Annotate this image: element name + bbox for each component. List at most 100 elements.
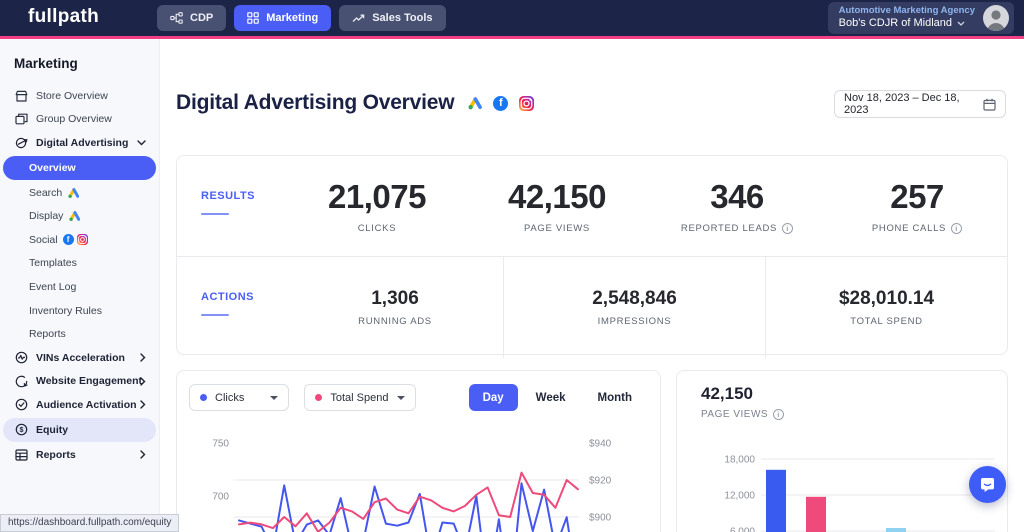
dealer-name: Bob's CDJR of Midland xyxy=(838,17,952,30)
sidebar-item-reports[interactable]: Reports xyxy=(0,443,159,467)
chevron-right-icon xyxy=(140,377,146,386)
fullpath-logo[interactable]: fullpath xyxy=(28,6,99,27)
sidebar-item-group-overview[interactable]: Group Overview xyxy=(0,108,159,132)
metric-reported-leads: 346 REPORTED LEADS xyxy=(647,156,827,256)
metric-phone-calls: 257 PHONE CALLS xyxy=(827,156,1007,256)
sidebar-item-search[interactable]: Search xyxy=(0,181,159,205)
chevron-right-icon xyxy=(140,400,146,410)
chevron-down-icon xyxy=(137,140,146,146)
agency-name: Automotive Marketing Agency xyxy=(838,5,975,17)
nav-cdp-button[interactable]: CDP xyxy=(157,5,227,31)
sidebar-item-store-overview[interactable]: Store Overview xyxy=(0,84,159,108)
sidebar-item-templates[interactable]: Templates xyxy=(29,257,77,270)
actions-row: ACTIONS 1,306 RUNNING ADS 2,548,846 IMPR… xyxy=(177,257,1007,358)
metric-page-views: 42,150 PAGE VIEWS xyxy=(508,178,606,234)
chat-launcher-button[interactable] xyxy=(969,466,1006,503)
chat-bubble-icon xyxy=(979,477,996,493)
clicks-spend-chart-card: Clicks Total Spend Day Week Month 750 700… xyxy=(176,370,661,532)
date-range-picker[interactable]: Nov 18, 2023 – Dec 18, 2023 xyxy=(834,90,1006,118)
chevron-down-icon xyxy=(957,21,965,27)
topbar: fullpath CDP xyxy=(0,0,1024,36)
svg-text:750: 750 xyxy=(212,439,229,450)
google-ads-icon xyxy=(67,187,80,199)
account-switcher[interactable]: Automotive Marketing Agency Bob's CDJR o… xyxy=(827,2,1014,34)
sidebar-item-audience-activation[interactable]: Audience Activation xyxy=(0,393,159,417)
granularity-day-button[interactable]: Day xyxy=(468,384,518,411)
page-header: Digital Advertising Overview xyxy=(176,91,535,115)
status-url-tooltip: https://dashboard.fullpath.com/equity xyxy=(0,514,180,532)
results-tab[interactable]: RESULTS xyxy=(177,156,287,256)
calendar-icon xyxy=(983,98,996,111)
svg-text:$900: $900 xyxy=(589,513,612,524)
avatar[interactable] xyxy=(983,5,1009,31)
page-views-bar-chart: 18,000 12,000 6,000 xyxy=(724,455,995,532)
sidebar-item-inventory-rules[interactable]: Inventory Rules xyxy=(29,304,102,317)
kpi-summary-card: RESULTS 21,075 CLICKS 42,150 PAGE VIEWS … xyxy=(176,155,1008,358)
google-ads-icon xyxy=(467,96,483,110)
clicks-series-dot xyxy=(200,394,207,401)
store-icon xyxy=(14,90,28,102)
info-icon[interactable] xyxy=(951,223,963,234)
vins-acceleration-icon xyxy=(14,351,28,364)
sidebar-item-display[interactable]: Display xyxy=(0,204,159,228)
sidebar-item-vins-acceleration[interactable]: VINs Acceleration xyxy=(0,346,159,370)
metric-impressions: 2,548,846 IMPRESSIONS xyxy=(503,257,765,358)
series1-select[interactable]: Clicks xyxy=(189,384,290,411)
svg-text:6,000: 6,000 xyxy=(730,527,755,532)
facebook-icon xyxy=(62,234,74,246)
series2-select[interactable]: Total Spend xyxy=(304,384,417,411)
cdp-network-icon xyxy=(170,12,183,24)
actions-tab[interactable]: ACTIONS xyxy=(177,257,287,358)
chevron-right-icon xyxy=(140,353,146,362)
granularity-week-button[interactable]: Week xyxy=(535,391,566,404)
svg-text:18,000: 18,000 xyxy=(724,455,755,466)
page-views-total: 42,150 xyxy=(701,384,753,403)
instagram-icon xyxy=(76,234,88,246)
svg-text:$920: $920 xyxy=(589,476,612,487)
website-engagement-icon xyxy=(14,375,28,388)
granularity-month-button[interactable]: Month xyxy=(597,391,632,404)
svg-text:$: $ xyxy=(19,425,23,434)
reports-table-icon xyxy=(14,448,28,461)
sidebar-item-equity[interactable]: $ Equity xyxy=(3,417,156,442)
google-ads-icon xyxy=(68,210,81,222)
metric-clicks: 21,075 CLICKS xyxy=(328,178,426,234)
results-row: RESULTS 21,075 CLICKS 42,150 PAGE VIEWS … xyxy=(177,156,1007,257)
sidebar-item-event-log[interactable]: Event Log xyxy=(29,280,77,293)
info-icon[interactable] xyxy=(773,409,785,420)
chevron-right-icon xyxy=(140,450,146,459)
sidebar-item-reports-sub[interactable]: Reports xyxy=(29,328,66,341)
spend-series-dot xyxy=(315,394,323,401)
metric-running-ads: 1,306 RUNNING ADS xyxy=(358,288,432,327)
metric-total-spend: $28,010.14 TOTAL SPEND xyxy=(765,257,1007,358)
svg-text:700: 700 xyxy=(212,492,229,503)
nav-marketing-button[interactable]: Marketing xyxy=(234,5,332,31)
group-icon xyxy=(14,113,28,125)
page-title: Digital Advertising Overview xyxy=(176,91,455,114)
nav-sales-tools-button[interactable]: Sales Tools xyxy=(339,5,446,31)
marketing-grid-icon xyxy=(247,12,260,24)
date-range-value: Nov 18, 2023 – Dec 18, 2023 xyxy=(844,92,960,116)
brand-accent-strip xyxy=(0,36,1024,39)
svg-text:$940: $940 xyxy=(589,439,612,450)
sidebar-item-social[interactable]: Social xyxy=(0,228,159,252)
svg-text:12,000: 12,000 xyxy=(724,491,755,502)
trend-arrow-icon xyxy=(352,13,365,24)
sidebar-item-digital-advertising[interactable]: Digital Advertising xyxy=(0,131,159,155)
sidebar: Marketing Store Overview Group Overview xyxy=(0,39,160,532)
digital-advertising-icon xyxy=(14,137,28,149)
caret-down-icon xyxy=(397,395,406,400)
info-icon[interactable] xyxy=(782,223,794,234)
caret-down-icon xyxy=(270,395,279,400)
clicks-spend-line-chart: 750 700 $940 $920 $900 xyxy=(212,439,612,532)
sidebar-item-overview[interactable]: Overview xyxy=(3,155,156,180)
product-switcher: CDP Marketing xyxy=(157,5,446,31)
instagram-icon xyxy=(519,95,535,111)
sidebar-title: Marketing xyxy=(14,56,78,71)
granularity-toggle: Day Week Month xyxy=(468,384,646,411)
equity-dollar-icon: $ xyxy=(14,423,28,436)
sidebar-item-website-engagement[interactable]: Website Engagement xyxy=(0,370,159,394)
facebook-icon xyxy=(493,95,509,111)
